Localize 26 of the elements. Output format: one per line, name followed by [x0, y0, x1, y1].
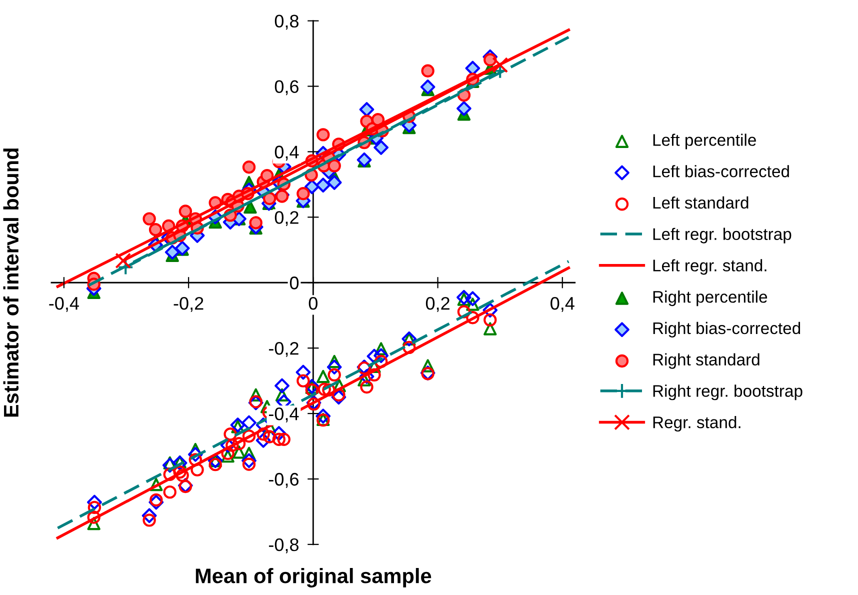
y-tick-label: 0,4 — [274, 146, 299, 161]
x-tick-label: -0,2 — [174, 296, 204, 312]
legend-label: Right percentile — [653, 290, 768, 306]
legend-label: Right standard — [653, 353, 760, 369]
y-tick-label: 0,8 — [274, 14, 298, 30]
x-axis-title: Mean of original sample — [196, 568, 432, 588]
x-tick-label: 0 — [308, 296, 318, 310]
x-tick-label: -0,4 — [49, 296, 79, 312]
y-tick-label: -0,6 — [268, 472, 298, 488]
legend-label: Right regr. bootstrap — [653, 384, 802, 400]
legend-label: Left regr. stand. — [653, 259, 766, 275]
legend-label: Left bias-corrected — [653, 165, 789, 178]
y-tick-label: 0,6 — [274, 80, 298, 96]
legend-label: Left regr. bootstrap — [653, 228, 792, 244]
y-tick-label: 0,2 — [274, 211, 298, 226]
y-tick-label: -0,2 — [268, 342, 298, 357]
y-axis-title: Estimator of interval bound — [3, 148, 19, 417]
legend-label: Left percentile — [653, 134, 756, 150]
y-tick-label: -0,4 — [268, 407, 299, 422]
x-tick-label: 0,4 — [550, 296, 574, 312]
x-tick-label: 0,2 — [426, 296, 450, 312]
legend-label: Left standard — [653, 196, 748, 209]
legend-label: Regr. stand. — [653, 416, 740, 432]
y-tick-label: -0,8 — [268, 538, 298, 554]
y-tick-label: 0 — [290, 276, 299, 290]
legend-label: Right bias-corrected — [653, 322, 800, 338]
